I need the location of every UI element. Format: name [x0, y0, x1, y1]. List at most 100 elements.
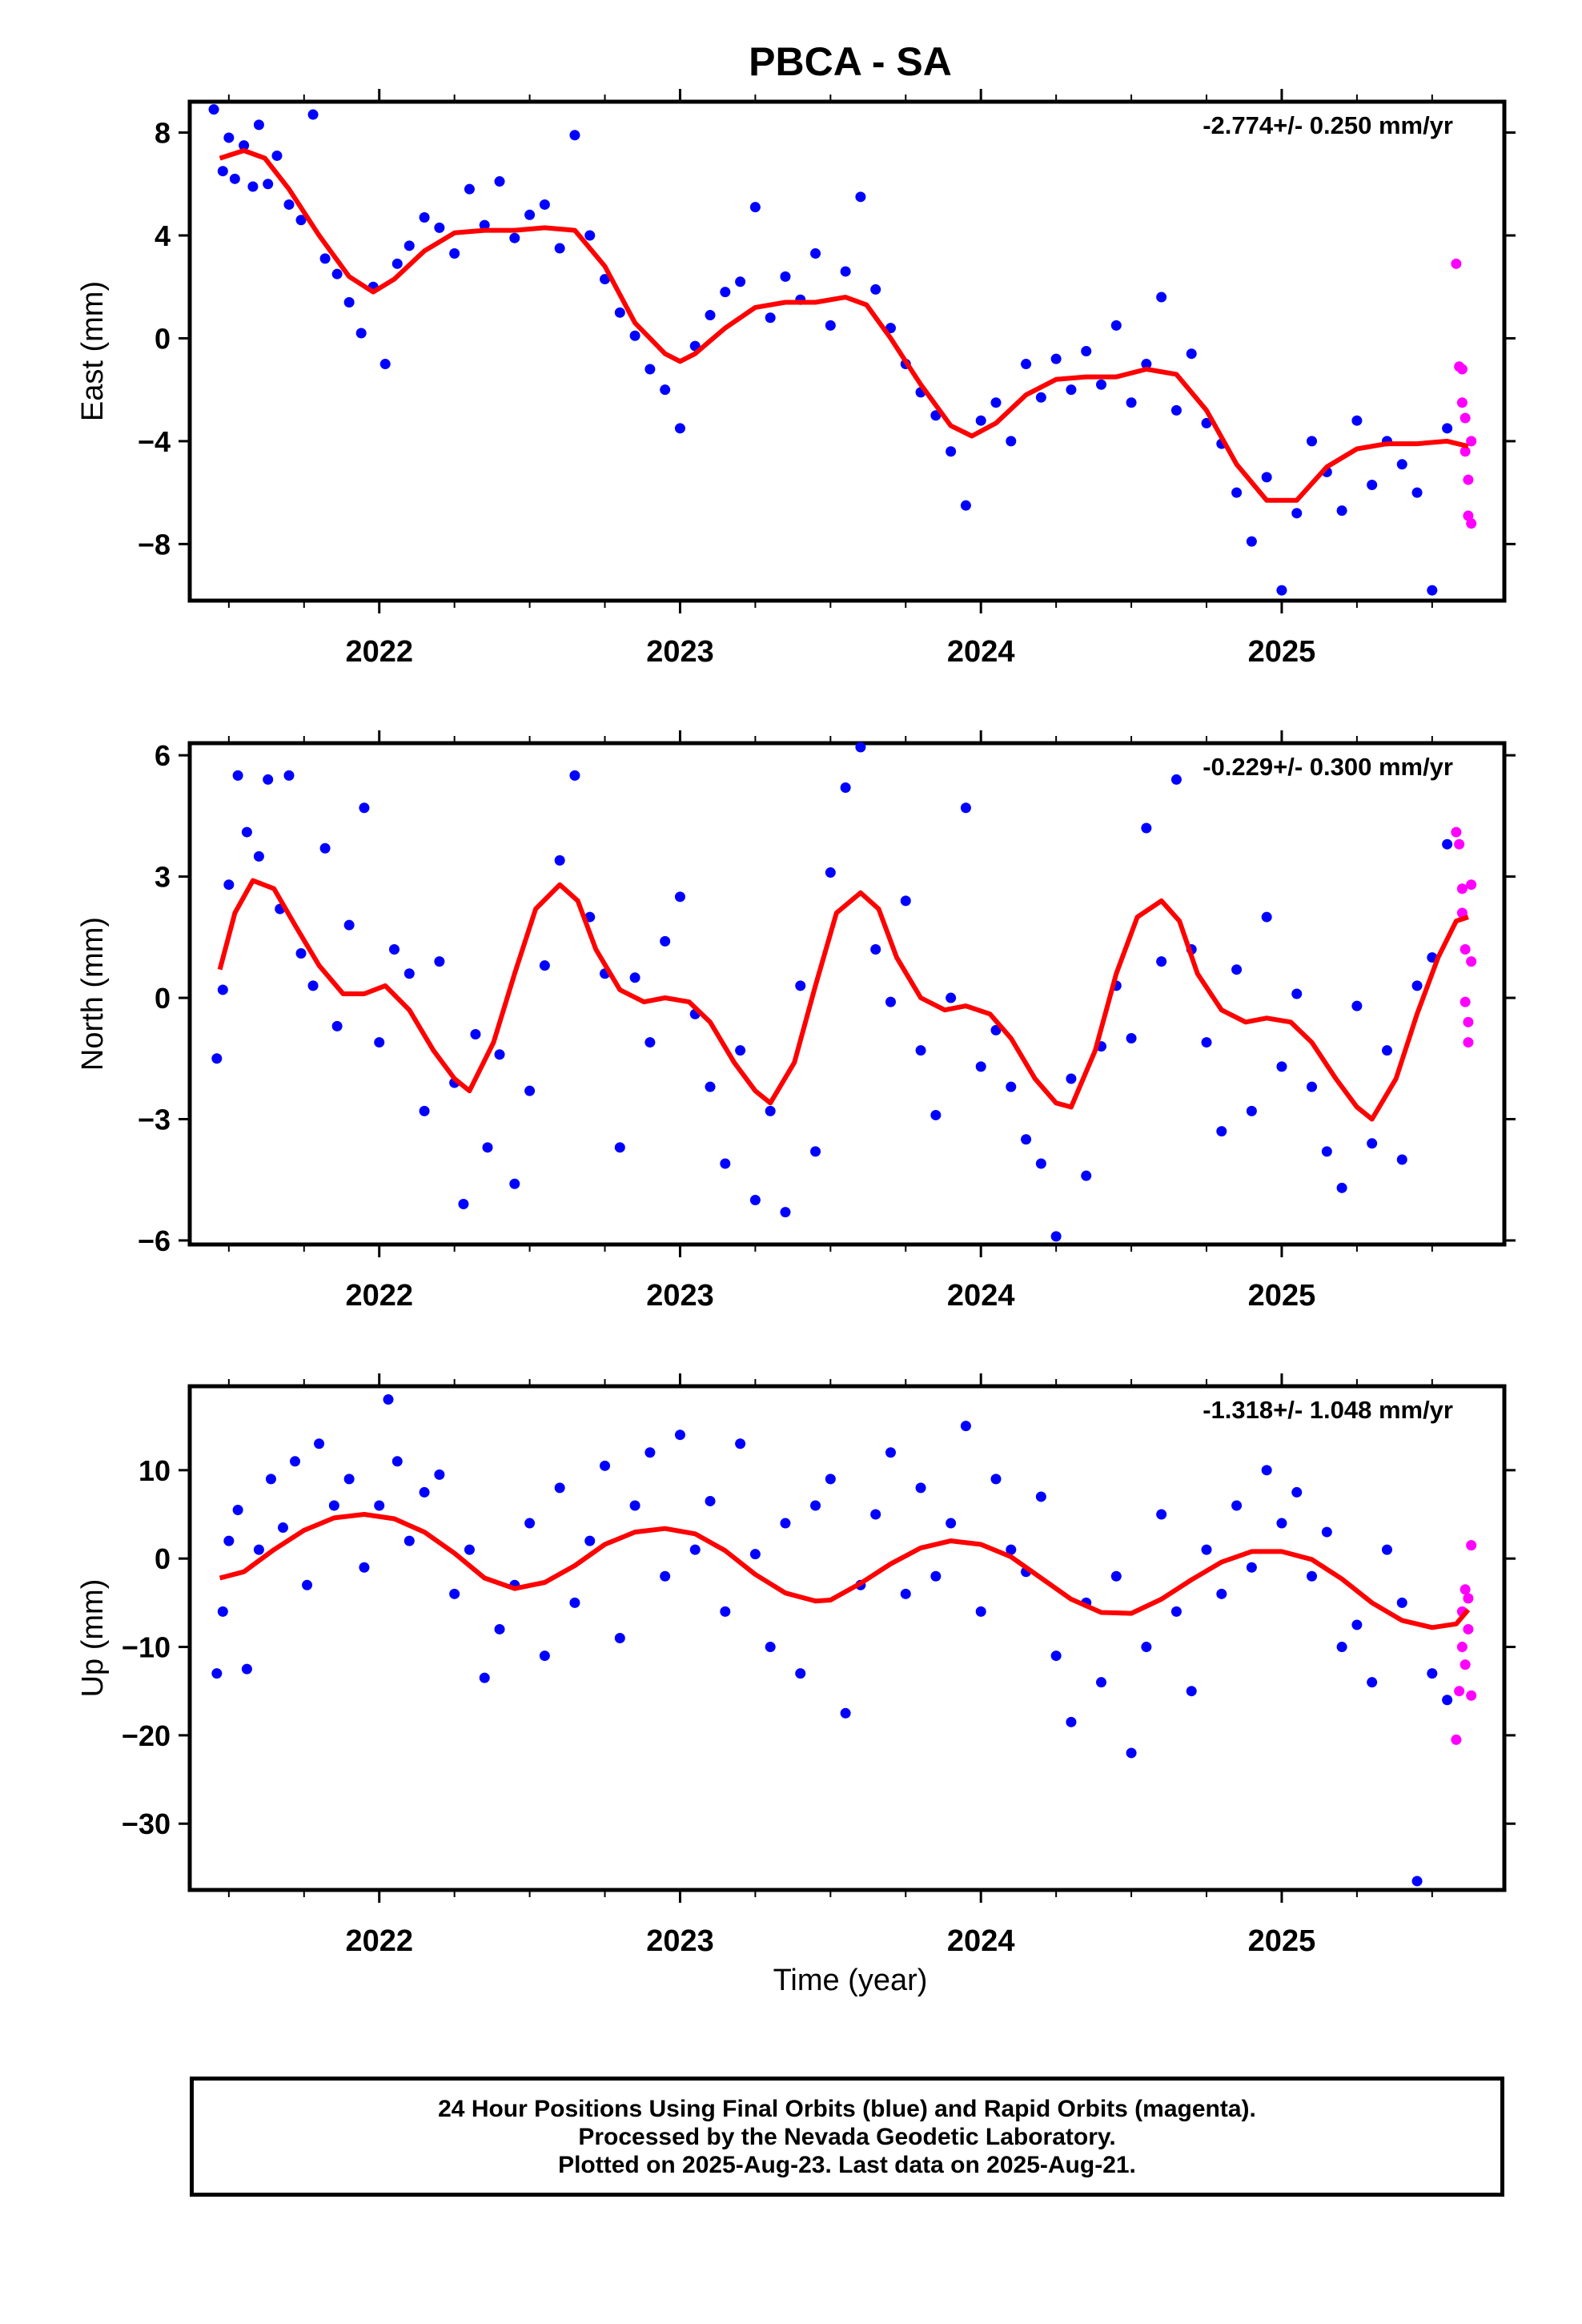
y-tick-label: −20	[122, 1719, 171, 1752]
final-point	[855, 742, 866, 753]
final-point	[1126, 397, 1137, 408]
y-tick-label: 0	[155, 322, 171, 355]
final-point	[720, 1158, 731, 1169]
final-point	[780, 1518, 791, 1529]
y-tick-label: 8	[155, 117, 171, 150]
final-point	[295, 215, 307, 226]
rate-label: -1.318+/- 1.048 mm/yr	[1203, 1396, 1453, 1424]
final-point	[930, 410, 942, 421]
chart-title: PBCA - SA	[749, 39, 952, 84]
final-point	[674, 1429, 685, 1441]
final-point	[1231, 964, 1243, 975]
final-point	[404, 968, 415, 979]
final-point	[720, 287, 731, 298]
final-point	[314, 1438, 325, 1449]
final-point	[975, 415, 986, 426]
final-point	[479, 219, 490, 231]
final-point	[1141, 359, 1152, 370]
final-point	[331, 268, 343, 279]
final-point	[1291, 1486, 1303, 1498]
final-point	[359, 1562, 370, 1573]
rapid-point	[1451, 1734, 1462, 1745]
final-point	[1411, 1876, 1423, 1887]
y-tick-label: 4	[155, 219, 171, 252]
final-point	[391, 258, 403, 269]
final-point	[660, 384, 671, 396]
final-point	[434, 1469, 445, 1480]
y-tick-label: −30	[122, 1807, 171, 1840]
final-point	[389, 943, 400, 955]
final-point	[1006, 1081, 1017, 1092]
final-point	[1336, 505, 1347, 517]
rapid-point	[1451, 258, 1462, 269]
final-point	[1276, 1061, 1287, 1072]
final-point	[674, 423, 685, 434]
final-point	[554, 243, 565, 254]
final-point	[1110, 320, 1122, 331]
x-tick-label: 2022	[345, 1924, 413, 1958]
final-point	[283, 199, 295, 210]
final-point	[355, 328, 367, 339]
rapid-point	[1463, 474, 1474, 485]
plot-frame	[187, 99, 1507, 603]
final-point	[1021, 359, 1032, 370]
final-point	[458, 1199, 469, 1210]
final-point	[629, 330, 640, 341]
final-point	[232, 770, 243, 781]
final-point	[539, 960, 550, 971]
final-point	[915, 1482, 926, 1494]
rapid-point	[1460, 446, 1471, 457]
x-tick-label: 2022	[345, 1279, 413, 1313]
final-point	[1216, 1588, 1227, 1599]
final-point	[1381, 1544, 1392, 1555]
final-point	[810, 247, 821, 259]
final-point	[1411, 980, 1423, 991]
final-point	[825, 320, 836, 331]
final-point	[749, 202, 761, 213]
final-point	[1261, 472, 1272, 483]
final-point	[629, 1500, 640, 1511]
final-point	[946, 992, 957, 1003]
y-tick-label: 3	[155, 861, 171, 894]
east-panel: 8 4 0 −4 −8 2022 2023 2024 2025 East (mm) -2.774+/…	[76, 89, 1516, 669]
final-point	[960, 802, 971, 814]
final-point	[343, 1474, 355, 1485]
x-tick-label: 2023	[646, 635, 714, 669]
final-point	[990, 1474, 1002, 1485]
final-point	[1321, 1146, 1332, 1157]
final-point	[644, 1037, 656, 1048]
final-point	[253, 850, 264, 862]
final-point	[870, 943, 881, 955]
final-point	[319, 253, 331, 264]
rapid-point	[1466, 436, 1477, 447]
final-point	[1336, 1182, 1347, 1193]
plot-frame	[187, 741, 1507, 1247]
final-point	[379, 359, 391, 370]
final-point	[307, 980, 319, 991]
rapid-point	[1466, 1690, 1477, 1701]
footer-box: 24 Hour Positions Using Final Orbits (bl…	[190, 2077, 1504, 2197]
final-point	[359, 802, 370, 814]
final-point	[705, 310, 716, 321]
final-point	[1427, 585, 1438, 596]
final-point	[253, 119, 264, 131]
final-point	[674, 891, 685, 903]
final-point	[1006, 1544, 1017, 1555]
final-point	[780, 271, 791, 282]
final-point	[464, 1544, 475, 1555]
x-tick-label: 2025	[1248, 635, 1316, 669]
final-point	[810, 1500, 821, 1511]
final-point	[1307, 1081, 1318, 1092]
final-point	[419, 1105, 430, 1116]
final-point	[343, 919, 355, 931]
final-point	[795, 980, 806, 991]
final-point	[494, 176, 505, 187]
final-point	[1156, 292, 1167, 303]
final-point	[223, 879, 235, 891]
final-point	[1201, 417, 1212, 428]
x-tick-label: 2022	[345, 635, 413, 669]
final-point	[404, 240, 415, 251]
rapid-point	[1456, 907, 1468, 919]
rapid-point	[1451, 826, 1462, 838]
